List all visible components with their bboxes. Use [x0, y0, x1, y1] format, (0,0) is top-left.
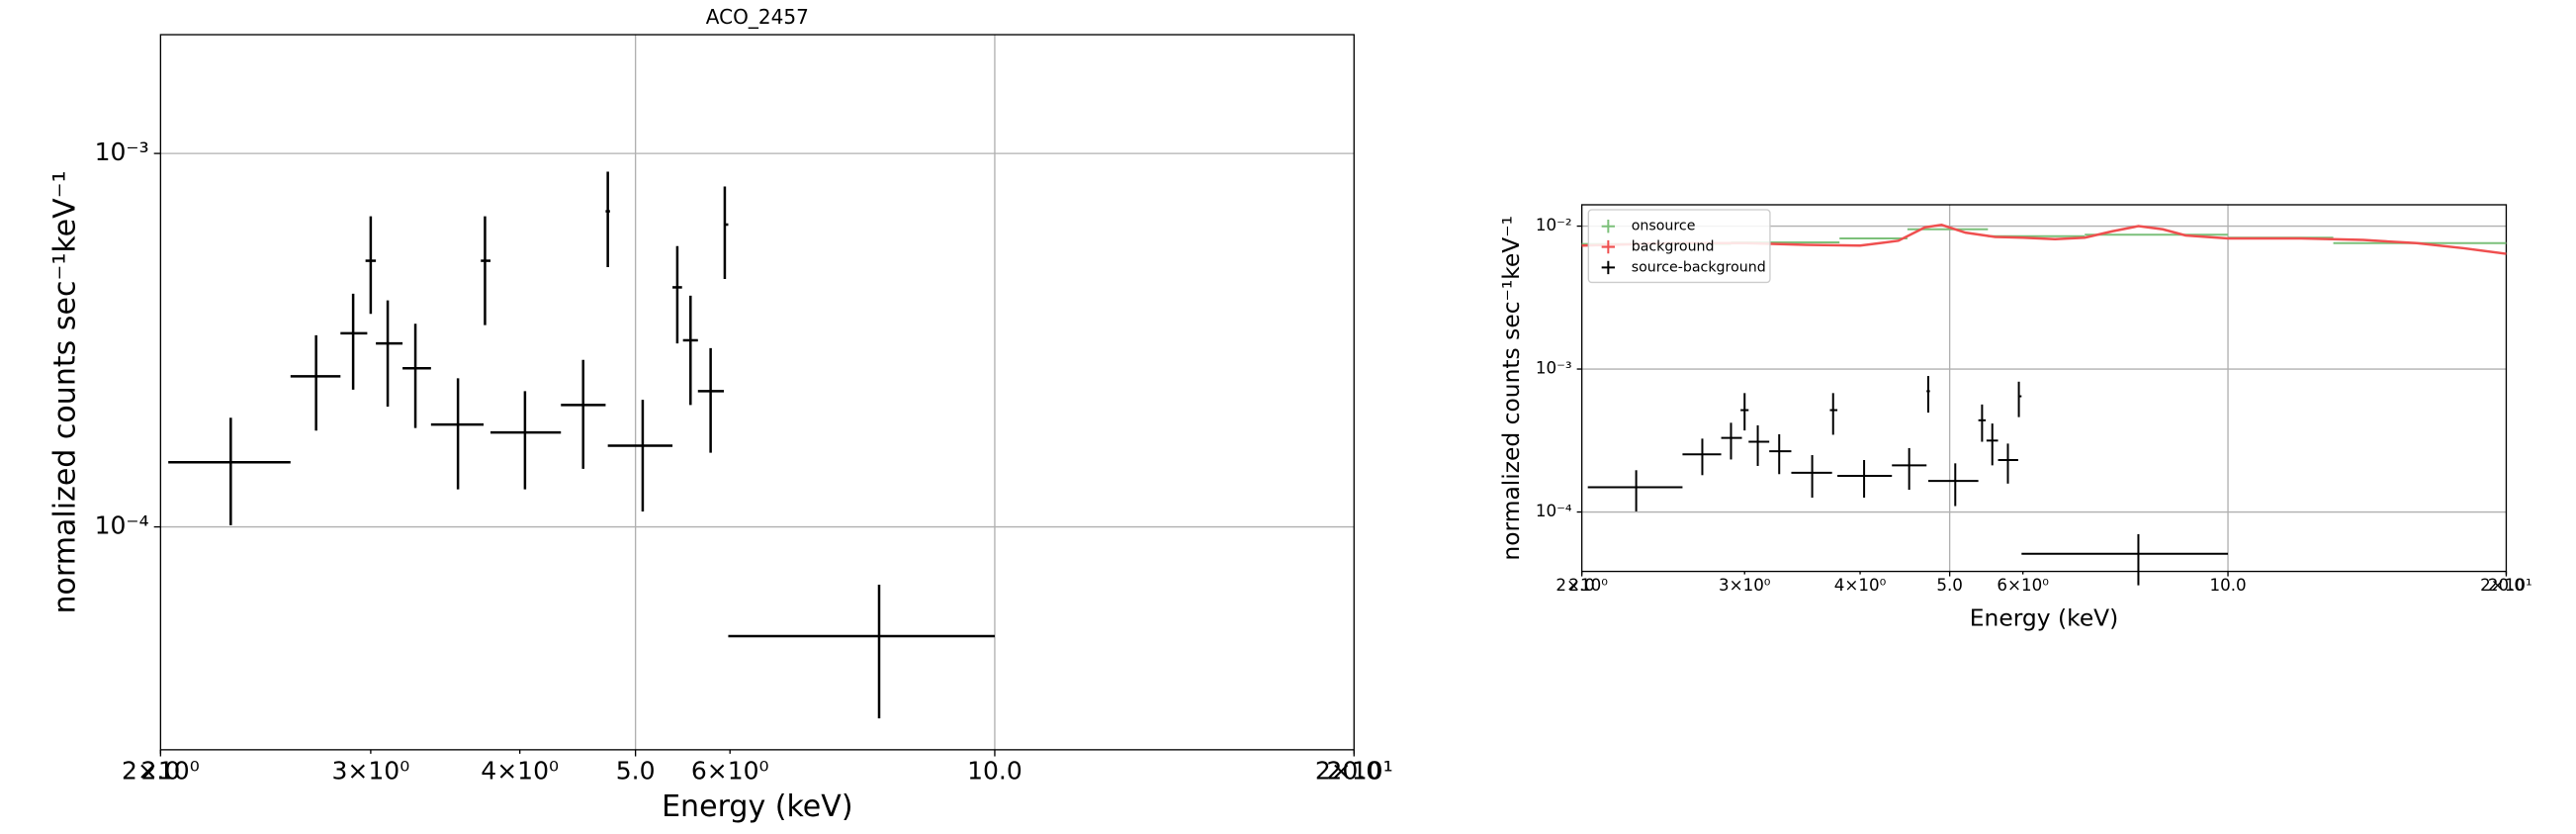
x-tick-label: 5.0 [616, 756, 656, 785]
series-line [1581, 224, 2507, 255]
y-tick-label: 10⁻³ [1536, 359, 1572, 378]
plot-frame [1580, 204, 2508, 573]
x-axis-label: Energy (keV) [1970, 603, 2118, 631]
x-tick-label: 2×10⁰ [122, 756, 200, 785]
x-tick-label: 3×10⁰ [332, 756, 410, 785]
y-tick-label: 10⁻² [1536, 216, 1572, 234]
x-tick-label: 2×10¹ [2480, 576, 2532, 595]
legend-marker [1601, 239, 1616, 254]
y-axis-label: normalized counts sec⁻¹keV⁻¹ [48, 170, 83, 613]
x-tick-label: 4×10⁰ [481, 756, 559, 785]
x-tick-label: 2×10⁰ [1555, 576, 1608, 595]
legend: onsource background source-background [1587, 209, 1771, 284]
y-tick-label: 10⁻³ [95, 138, 149, 166]
y-tick-label: 10⁻⁴ [1536, 502, 1572, 520]
x-tick-label: 5.0 [1936, 576, 1963, 595]
x-tick-label: 6×10⁰ [1997, 576, 2049, 595]
y-tick-label: 10⁻⁴ [95, 511, 149, 540]
y-axis-label: normalized counts sec⁻¹keV⁻¹ [1497, 216, 1525, 561]
legend-marker [1601, 260, 1616, 275]
x-tick-label: 2.0 [1568, 576, 1595, 595]
series [168, 171, 995, 719]
x-axis-label: Energy (keV) [662, 789, 852, 824]
x-tick-label: 20.0 [1326, 756, 1381, 785]
series [1587, 376, 2229, 586]
legend-label: source-background [1632, 259, 1766, 275]
legend-label: background [1632, 239, 1715, 255]
x-tick-label: 6×10⁰ [691, 756, 769, 785]
x-tick-label: 10.0 [2209, 576, 2246, 595]
x-tick-label: 20.0 [2488, 576, 2525, 595]
x-tick-label: 2.0 [140, 756, 180, 785]
legend-marker [1601, 220, 1616, 233]
legend-box [1587, 209, 1771, 284]
plot-frame [159, 34, 1355, 751]
x-tick-label: 4×10⁰ [1834, 576, 1887, 595]
x-tick-label: 10.0 [967, 756, 1022, 785]
x-tick-label: 3×10⁰ [1719, 576, 1771, 595]
x-tick-label: 2×10¹ [1315, 756, 1393, 785]
chart-title: ACO_2457 [706, 5, 809, 29]
legend-label: onsource [1632, 219, 1696, 234]
series [1581, 224, 2507, 255]
